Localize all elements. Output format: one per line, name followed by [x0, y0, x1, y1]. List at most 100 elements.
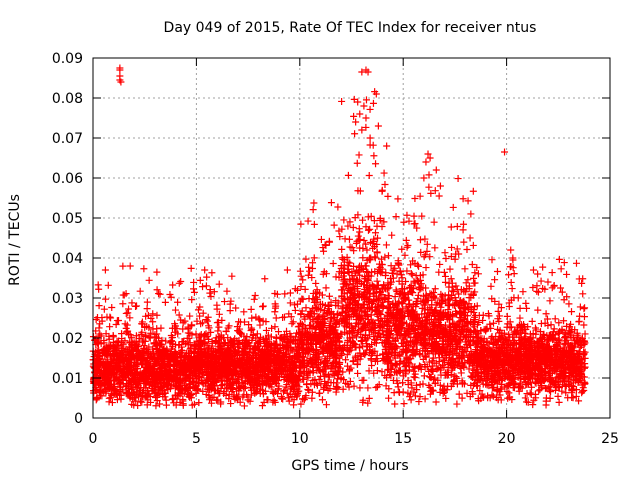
data-point	[152, 339, 160, 347]
data-point	[175, 368, 183, 376]
data-point	[146, 334, 154, 342]
data-point	[248, 336, 256, 344]
data-point	[124, 363, 132, 371]
data-point	[186, 339, 194, 347]
data-point	[238, 366, 246, 374]
data-point	[140, 376, 148, 384]
data-point	[283, 356, 291, 364]
data-point	[118, 339, 126, 347]
data-point	[259, 302, 267, 310]
data-point	[265, 382, 273, 390]
data-point	[290, 401, 298, 409]
data-point	[171, 391, 179, 399]
data-point	[157, 361, 165, 369]
data-point	[153, 379, 161, 387]
data-point	[94, 338, 102, 346]
data-point	[249, 383, 257, 391]
data-point	[291, 306, 299, 314]
data-point	[143, 322, 151, 330]
data-point	[199, 283, 207, 291]
data-point	[235, 327, 243, 335]
data-point	[117, 391, 125, 399]
data-point	[98, 352, 106, 360]
data-point	[203, 375, 211, 383]
data-point	[286, 299, 294, 307]
data-point	[256, 321, 264, 329]
data-point	[100, 305, 108, 313]
data-point	[146, 393, 154, 401]
data-point	[219, 354, 227, 362]
data-point	[156, 290, 164, 298]
data-point	[316, 300, 324, 308]
data-point	[186, 312, 194, 320]
data-point	[186, 375, 194, 383]
data-point	[172, 306, 180, 314]
data-point	[318, 291, 326, 299]
data-point	[149, 310, 157, 318]
data-point	[198, 340, 206, 348]
data-point	[130, 401, 138, 409]
data-point	[106, 323, 114, 331]
data-point	[227, 297, 235, 305]
data-point	[305, 263, 313, 271]
data-point	[289, 318, 297, 326]
data-point	[92, 369, 100, 377]
data-point	[302, 255, 310, 263]
data-point	[131, 366, 139, 374]
data-point	[188, 296, 196, 304]
data-point	[132, 370, 140, 378]
data-point	[107, 341, 115, 349]
data-point	[236, 398, 244, 406]
data-point	[104, 375, 112, 383]
data-point	[225, 322, 233, 330]
data-point	[235, 387, 243, 395]
data-point	[125, 305, 133, 313]
data-point	[215, 339, 223, 347]
data-point	[165, 377, 173, 385]
data-point	[155, 290, 163, 298]
data-point	[263, 360, 271, 368]
data-point	[274, 385, 282, 393]
data-point	[217, 335, 225, 343]
data-point	[117, 368, 125, 376]
data-point	[183, 334, 191, 342]
data-point	[167, 293, 175, 301]
data-point	[124, 309, 132, 317]
data-point	[194, 306, 202, 314]
data-point	[222, 327, 230, 335]
data-point	[179, 319, 187, 327]
data-point	[236, 355, 244, 363]
data-point	[138, 374, 146, 382]
data-point	[309, 376, 317, 384]
data-point	[176, 386, 184, 394]
data-point	[151, 356, 159, 364]
data-point	[293, 391, 301, 399]
data-point	[285, 397, 293, 405]
data-point	[304, 385, 312, 393]
data-point	[205, 335, 213, 343]
data-point	[102, 295, 110, 303]
data-point	[224, 365, 232, 373]
data-point	[197, 359, 205, 367]
data-point	[285, 371, 293, 379]
data-point	[184, 324, 192, 332]
data-point	[287, 377, 295, 385]
data-point	[196, 312, 204, 320]
data-point	[263, 335, 271, 343]
data-point	[327, 199, 335, 207]
data-point	[140, 265, 148, 273]
data-point	[130, 379, 138, 387]
data-point	[275, 328, 283, 336]
data-point	[146, 365, 154, 373]
data-point	[169, 333, 177, 341]
data-point	[258, 386, 266, 394]
data-point	[276, 367, 284, 375]
data-point	[272, 314, 280, 322]
data-point	[203, 273, 211, 281]
data-point	[292, 380, 300, 388]
data-point	[279, 340, 287, 348]
data-point	[244, 339, 252, 347]
data-point	[119, 350, 127, 358]
data-point	[205, 324, 213, 332]
data-point	[193, 385, 201, 393]
